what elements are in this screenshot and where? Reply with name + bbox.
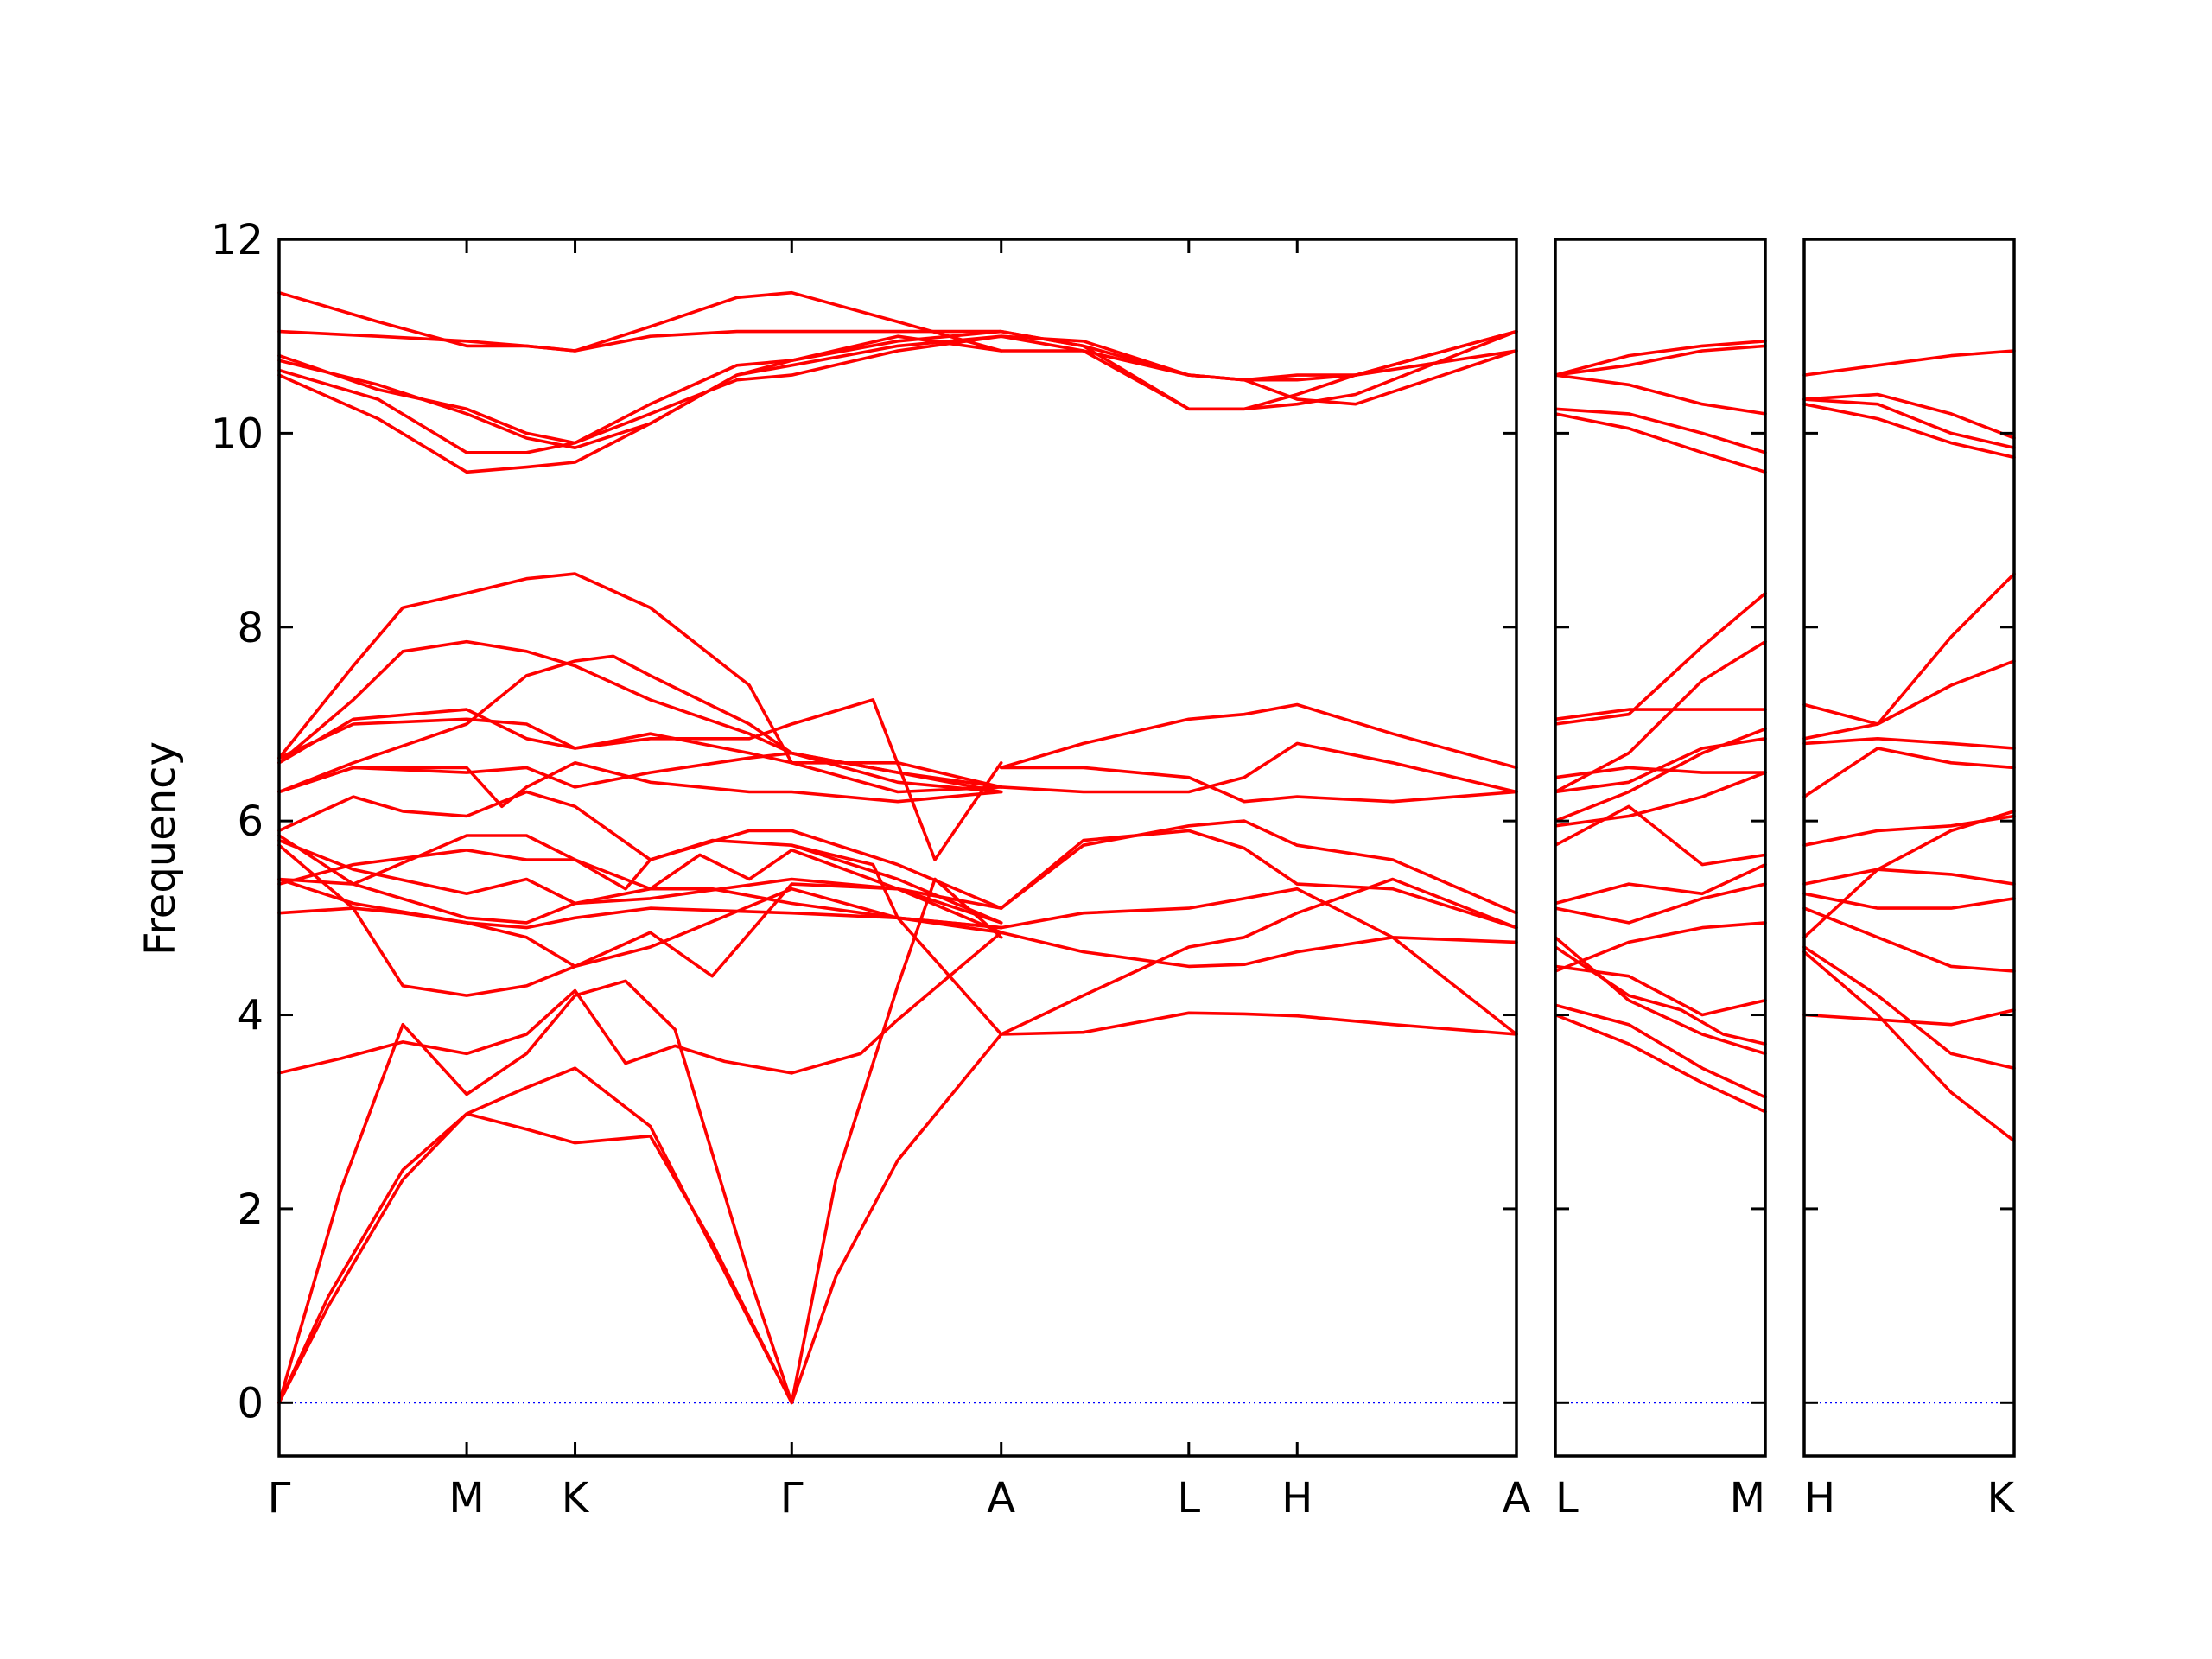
band-2-8	[1554, 862, 1767, 906]
band-2-19	[1554, 373, 1767, 416]
plot-frame	[1554, 238, 1767, 1458]
y-tick-label: 12	[211, 216, 264, 264]
band-2-4	[1554, 945, 1767, 1046]
band-1-33	[277, 334, 1518, 474]
band-2-17	[1554, 339, 1767, 377]
band-1-20	[277, 572, 1003, 794]
band-3-13	[1802, 349, 2016, 377]
band-1-16	[999, 741, 1518, 794]
band-1-3	[277, 979, 794, 1405]
x-tick-label: H	[1804, 1474, 1835, 1522]
band-2-15	[1554, 639, 1767, 794]
y-tick-label: 2	[237, 1185, 264, 1234]
band-1-1	[277, 1066, 794, 1405]
band-1-18	[277, 698, 1003, 861]
band-1-7	[790, 931, 1003, 1075]
band-1-30	[277, 906, 1003, 934]
band-3-6	[1802, 868, 2016, 886]
band-2-10	[1554, 771, 1767, 828]
band-3-12	[1802, 572, 2016, 741]
band-1-37	[277, 329, 1518, 382]
band-2-2	[1554, 1003, 1767, 1099]
band-1-14	[999, 829, 1518, 930]
x-tick-label: K	[562, 1474, 590, 1522]
band-1-21	[277, 639, 1003, 789]
band-1-25	[277, 790, 1003, 910]
band-2-12	[1554, 736, 1767, 794]
band-1-12	[999, 887, 1518, 944]
band-1-2	[277, 1112, 794, 1405]
band-1-26	[277, 834, 1003, 925]
band-3-11	[1802, 659, 2016, 726]
panel-1: 0 2 4 6 8 10 12 Γ M K Γ A L H A	[211, 216, 1531, 1522]
band-1-13	[999, 819, 1518, 915]
band-1-8	[790, 843, 1003, 1036]
y-tick-label: 0	[237, 1379, 264, 1427]
band-2-9	[1554, 804, 1767, 867]
x-tick-label: K	[1987, 1474, 2016, 1522]
x-tick-label: L	[1177, 1474, 1200, 1522]
x-tick-label: M	[448, 1474, 484, 1522]
band-3-10	[1802, 736, 2016, 750]
band-2-7	[1554, 882, 1767, 925]
band-1-34	[277, 329, 1518, 454]
band-1-17	[999, 702, 1518, 770]
band-1-9	[999, 1011, 1518, 1036]
band-3-1	[1802, 1008, 2016, 1027]
band-1-38	[277, 290, 1003, 353]
y-tick-label: 10	[211, 410, 264, 458]
band-1-23	[277, 751, 1003, 794]
band-3-8	[1802, 814, 2016, 848]
band-1-15	[999, 766, 1518, 804]
band-2-3	[1554, 936, 1767, 1056]
band-3-4	[1802, 906, 2016, 973]
band-1-35	[277, 329, 1518, 450]
band-2-1	[1554, 1013, 1767, 1114]
x-tick-label: A	[1503, 1474, 1531, 1522]
band-1-36	[277, 334, 1518, 445]
band-3-3	[1802, 945, 2016, 1070]
x-tick-label: Γ	[268, 1474, 291, 1522]
y-tick-label: 4	[237, 992, 264, 1040]
band-2-14	[1554, 708, 1767, 721]
band-2-21	[1554, 412, 1767, 474]
x-tick-label: H	[1281, 1474, 1313, 1522]
band-3-16	[1802, 402, 2016, 460]
band-1-11	[999, 931, 1518, 1036]
band-2-16	[1554, 591, 1767, 726]
band-1-24	[277, 760, 1003, 809]
band-2-5	[1554, 964, 1767, 1017]
band-1-10	[999, 877, 1518, 1036]
band-1-32	[277, 877, 1003, 969]
plot-frame	[277, 238, 1518, 1458]
x-tick-label: Γ	[780, 1474, 804, 1522]
x-tick-label: M	[1730, 1474, 1765, 1522]
band-2-6	[1554, 921, 1767, 973]
y-tick-label: 8	[237, 604, 264, 652]
band-2-18	[1554, 344, 1767, 377]
band-3-15	[1802, 397, 2016, 450]
x-tick-label: L	[1555, 1474, 1579, 1522]
band-1-29	[277, 838, 1003, 930]
y-tick-label: 6	[237, 798, 264, 846]
band-3-14	[1802, 392, 2016, 440]
band-2-11	[1554, 727, 1767, 823]
band-2-20	[1554, 407, 1767, 454]
band-3-2	[1802, 950, 2016, 1143]
y-axis-label: Frequency	[137, 741, 185, 956]
band-1-31	[277, 877, 1003, 925]
plot-frame	[1802, 238, 2016, 1458]
band-1-5	[790, 1033, 1003, 1405]
band-3-9	[1802, 747, 2016, 798]
band-1-22	[277, 654, 1003, 794]
band-3-5	[1802, 892, 2016, 910]
band-1-4	[277, 988, 794, 1075]
x-tick-label: A	[987, 1474, 1015, 1522]
